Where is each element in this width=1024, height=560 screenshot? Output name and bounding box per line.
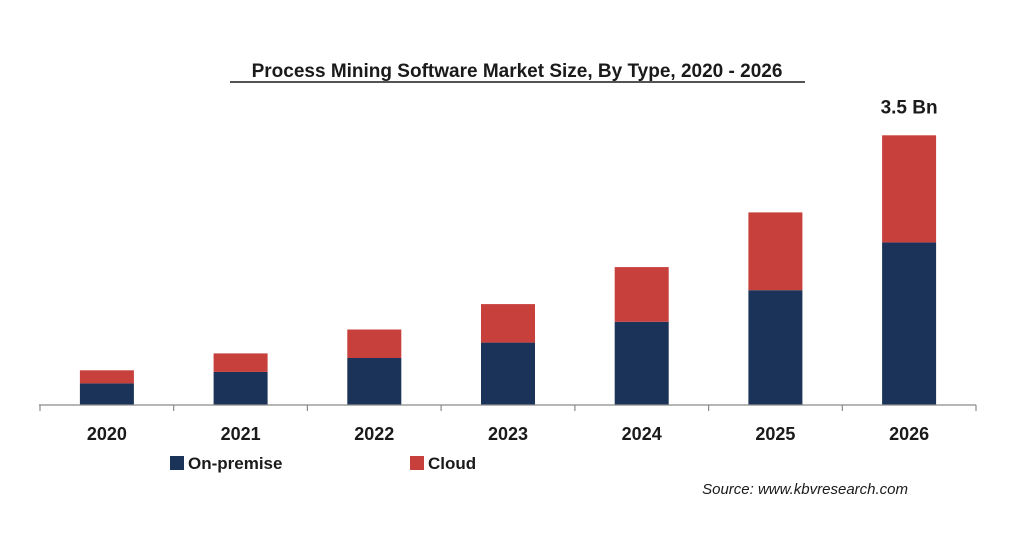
bar-cloud-2022	[347, 329, 402, 358]
bar-cloud-2024	[614, 267, 669, 322]
x-tick-label-2022: 2022	[354, 424, 394, 444]
x-axis-ticks	[39, 405, 977, 411]
annotations-group: 3.5 Bn	[881, 97, 938, 118]
legend-swatch-on-premise	[170, 456, 184, 470]
bar-on-premise-2023	[481, 342, 535, 405]
bar-cloud-2020	[79, 370, 134, 384]
chart-title: Process Mining Software Market Size, By …	[252, 61, 783, 82]
bar-on-premise-2022	[347, 358, 402, 405]
bar-on-premise-2025	[748, 290, 803, 405]
x-tick-label-2023: 2023	[488, 424, 528, 444]
source-note: Source: www.kbvresearch.com	[702, 481, 908, 498]
bar-cloud-2021	[213, 353, 268, 372]
bar-on-premise-2026	[882, 242, 937, 405]
bar-cloud-2026	[882, 135, 937, 243]
x-tick-label-2025: 2025	[755, 424, 795, 444]
x-tick-label-2024: 2024	[622, 424, 662, 444]
legend-label-cloud: Cloud	[428, 454, 476, 473]
x-axis-labels: 2020 2021 2022 2023 2024 2025 2026	[87, 424, 929, 444]
bar-on-premise-2021	[213, 371, 268, 405]
bar-cloud-2025	[748, 212, 803, 291]
legend-label-on-premise: On-premise	[188, 454, 282, 473]
bar-on-premise-2024	[614, 321, 669, 405]
bar-on-premise-2020	[79, 383, 134, 405]
x-tick-label-2026: 2026	[889, 424, 929, 444]
legend-swatch-cloud	[410, 456, 424, 470]
legend: On-premise Cloud	[170, 454, 476, 473]
bar-cloud-2023	[481, 304, 535, 343]
bars-group	[79, 135, 937, 405]
data-label-total-2026: 3.5 Bn	[881, 97, 938, 118]
x-tick-label-2021: 2021	[221, 424, 261, 444]
x-tick-label-2020: 2020	[87, 424, 127, 444]
